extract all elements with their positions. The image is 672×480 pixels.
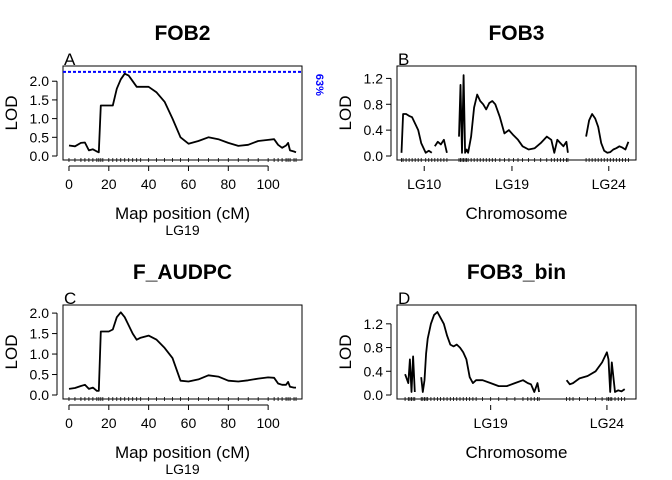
x-tick-label: 20 (101, 415, 117, 431)
y-tick-label: 0.4 (364, 363, 384, 379)
x-tick-label: 0 (65, 176, 73, 192)
x-tick-label: 80 (221, 415, 237, 431)
lod-curve (434, 138, 448, 154)
y-tick-label: 2.0 (30, 305, 50, 321)
lod-curve (404, 355, 416, 393)
x-tick-label: 40 (141, 176, 157, 192)
threshold-label: 63% (313, 74, 325, 96)
y-axis-label: LOD (336, 96, 355, 131)
x-axis-label: Map position (cM) (115, 204, 250, 223)
x-tick-label: LG19 (495, 176, 529, 192)
x-tick-label: LG24 (592, 176, 626, 192)
x-axis-label: Map position (cM) (115, 443, 250, 462)
chart-title: FOB2 (154, 22, 210, 45)
x-tick-label: LG24 (590, 415, 624, 431)
x-axis-sublabel: LG19 (165, 222, 199, 238)
y-tick-label: 0.0 (364, 148, 384, 164)
plot-frame (62, 65, 303, 161)
lod-curve (458, 74, 569, 154)
y-tick-label: 1.0 (30, 346, 50, 362)
y-tick-label: 1.5 (30, 326, 50, 342)
y-tick-label: 0.0 (30, 387, 50, 403)
y-axis-label: LOD (336, 335, 355, 370)
x-tick-label: 80 (221, 176, 237, 192)
y-tick-label: 0.0 (30, 148, 50, 164)
x-axis-sublabel: LG19 (165, 461, 199, 477)
x-tick-label: 100 (256, 176, 280, 192)
x-tick-label: 60 (181, 176, 197, 192)
y-axis-label: LOD (2, 96, 21, 131)
lod-curve (585, 113, 630, 154)
y-axis-label: LOD (2, 335, 21, 370)
lod-curve (420, 311, 540, 393)
panel-letter: B (398, 50, 409, 69)
y-tick-label: 0.5 (30, 367, 50, 383)
lod-curve (565, 351, 626, 393)
chart-title: FOB3 (488, 22, 544, 45)
x-tick-label: 100 (256, 415, 280, 431)
plot-frame (62, 304, 303, 400)
x-axis-label: Chromosome (465, 204, 567, 223)
y-tick-label: 1.2 (364, 316, 384, 332)
y-tick-label: 0.8 (364, 340, 384, 356)
plot-frame (396, 304, 637, 400)
lod-curve (68, 311, 296, 392)
y-tick-label: 1.5 (30, 92, 50, 108)
y-tick-label: 2.0 (30, 73, 50, 89)
y-tick-label: 1.0 (30, 111, 50, 127)
panel-letter: C (64, 289, 76, 308)
x-tick-label: LG19 (474, 415, 508, 431)
y-tick-label: 0.4 (364, 122, 384, 138)
y-tick-label: 0.8 (364, 96, 384, 112)
chart-title: F_AUDPC (133, 261, 232, 284)
x-tick-label: 40 (141, 415, 157, 431)
x-tick-label: 60 (181, 415, 197, 431)
y-tick-label: 0.0 (364, 387, 384, 403)
y-tick-label: 0.5 (30, 129, 50, 145)
panel-letter: D (398, 289, 410, 308)
x-axis-label: Chromosome (465, 443, 567, 462)
x-tick-label: LG10 (407, 176, 441, 192)
x-tick-label: 0 (65, 415, 73, 431)
x-tick-label: 20 (101, 176, 117, 192)
y-tick-label: 1.2 (364, 70, 384, 86)
chart-title: FOB3_bin (467, 261, 566, 284)
lod-curve (68, 72, 297, 154)
plot-frame (396, 65, 637, 161)
lod-curve (400, 113, 433, 154)
panel-letter: A (64, 50, 76, 69)
